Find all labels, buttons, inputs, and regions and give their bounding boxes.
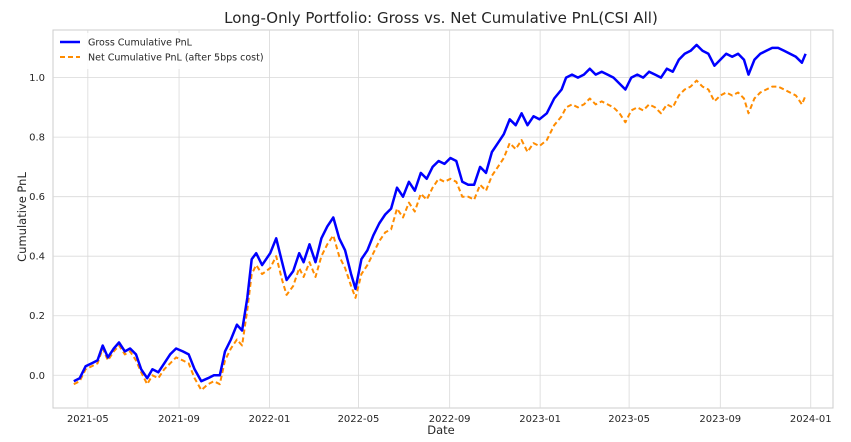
y-tick-label: 0.4 — [29, 252, 45, 263]
x-tick-label: 2023-05 — [608, 414, 650, 425]
series-line-net — [73, 79, 807, 392]
legend: Gross Cumulative PnL Net Cumulative PnL … — [54, 33, 264, 69]
y-tick-label: 0.6 — [29, 192, 45, 203]
legend-label-gross: Gross Cumulative PnL — [88, 38, 193, 49]
y-axis-title: Cumulative PnL — [15, 172, 29, 262]
x-tick-label: 2021-09 — [158, 414, 200, 425]
y-tick-label: 1.0 — [29, 73, 45, 84]
x-axis-title: Date — [427, 423, 455, 437]
y-tick-label: 0.2 — [29, 311, 45, 322]
plot-frame — [52, 29, 834, 409]
x-tick-label: 2021-05 — [67, 414, 109, 425]
plot-area: 2021-05 2021-09 2022-01 2022-05 2022-09 2023-… — [29, 29, 834, 425]
chart-title: Long-Only Portfolio: Gross vs. Net Cumul… — [224, 9, 658, 27]
legend-label-net: Net Cumulative PnL (after 5bps cost) — [88, 53, 264, 64]
legend-box — [54, 33, 264, 69]
x-tick-label: 2023-09 — [699, 414, 741, 425]
x-tick-label: 2022-09 — [429, 414, 471, 425]
x-tick-label: 2023-01 — [519, 414, 561, 425]
y-tick-label: 0.8 — [29, 133, 45, 144]
x-tick-label: 2022-05 — [338, 414, 380, 425]
x-tick-label: 2024-01 — [790, 414, 832, 425]
x-tick-label: 2022-01 — [249, 414, 291, 425]
y-tick-label: 0.0 — [29, 371, 45, 382]
series-line-gross — [73, 43, 807, 383]
